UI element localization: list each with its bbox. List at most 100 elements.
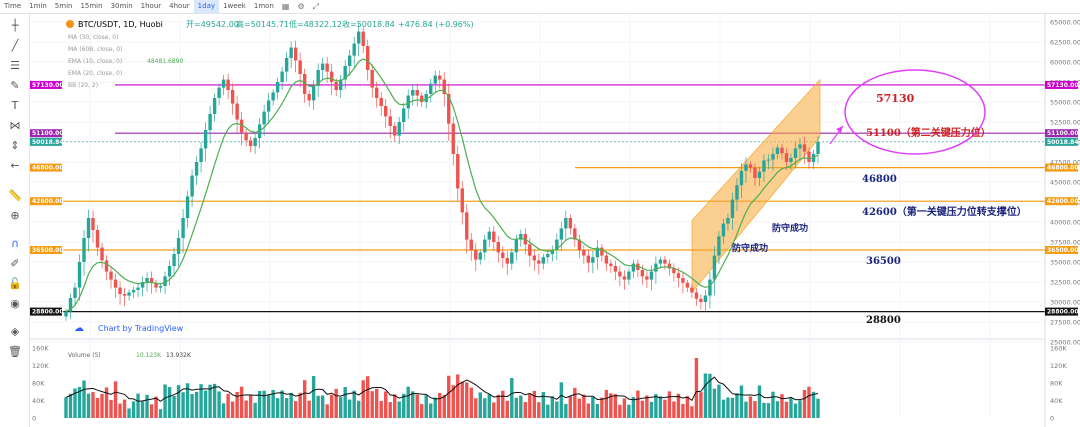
candle-body	[275, 82, 280, 93]
candle-body	[172, 254, 176, 266]
indicator-ma30[interactable]: MA (30, close, 0)	[68, 34, 118, 41]
text-icon[interactable]: T	[11, 99, 19, 112]
brush-icon[interactable]: ✎	[10, 79, 20, 92]
volume-bar	[492, 402, 496, 418]
candle-body	[771, 154, 775, 160]
lock-pen-icon[interactable]: ✐	[10, 257, 20, 270]
volume-bar	[199, 384, 203, 418]
candle-body	[609, 263, 613, 266]
volume-bar	[433, 397, 437, 418]
tf-1mon[interactable]: 1mon	[253, 2, 274, 10]
magnet-icon[interactable]: ∩	[10, 237, 20, 250]
layers-icon[interactable]: ◈	[10, 325, 20, 338]
volume-bar	[798, 400, 802, 418]
time-label[interactable]: Time	[4, 2, 22, 10]
price-tag-right-label: 46800.00	[1047, 165, 1079, 172]
candle-body	[190, 175, 194, 197]
price-tick-label: 47500.00	[1050, 159, 1080, 167]
candle-body	[654, 263, 658, 272]
volume-indicator-label[interactable]: Volume (5)	[68, 352, 101, 359]
settings-icon[interactable]: ⚙	[297, 2, 305, 11]
tf-4hour[interactable]: 4hour	[169, 2, 190, 10]
price-chart[interactable]: 65000.0062500.0060000.0057500.0055000.00…	[30, 14, 1080, 427]
pattern-icon[interactable]: ⋈	[9, 119, 21, 132]
candle-body	[649, 271, 654, 280]
candle-body	[64, 311, 68, 317]
price-tick-label: 60000.00	[1050, 59, 1080, 67]
volume-bar	[699, 392, 703, 418]
volume-bar	[690, 406, 694, 418]
ruler-icon[interactable]: 📏	[8, 189, 22, 202]
crosshair-icon[interactable]: ┼	[11, 19, 19, 32]
candle-body	[685, 282, 690, 288]
volume-bar	[789, 397, 793, 418]
back-icon[interactable]: ←	[10, 159, 20, 172]
lock-icon[interactable]: 🔓	[8, 277, 22, 290]
candle-body	[113, 279, 118, 288]
candle-body	[284, 58, 289, 72]
candle-body	[230, 90, 235, 104]
volume-bar	[757, 385, 762, 418]
volume-bar	[100, 393, 104, 418]
volume-bar	[109, 399, 113, 418]
volume-bar	[140, 401, 145, 418]
volume-bar	[780, 394, 784, 418]
volume-bar	[136, 393, 140, 418]
volume-bar	[338, 397, 343, 418]
candle-body	[717, 236, 721, 256]
price-axis: 65000.0062500.0060000.0057500.0055000.00…	[1050, 19, 1080, 347]
indicator-ema10[interactable]: EMA (10, close, 0)	[68, 58, 122, 65]
volume-bar	[289, 392, 293, 418]
candle-body	[199, 148, 203, 162]
candle-body	[645, 276, 649, 280]
volume-tick-label: 0	[1050, 415, 1054, 423]
volume-bar	[766, 403, 771, 418]
candle-body	[361, 31, 365, 46]
tf-5min[interactable]: 5min	[54, 2, 73, 10]
annotation-36500: 36500	[866, 256, 901, 267]
volume-bar	[406, 386, 410, 418]
volume-bar	[239, 386, 244, 418]
tf-1week[interactable]: 1week	[223, 2, 246, 10]
candle-body	[68, 298, 73, 312]
candle-body	[465, 212, 469, 240]
indicator-bb[interactable]: BB (20, 2)	[68, 82, 98, 89]
volume-bar	[217, 391, 221, 418]
volume-bar	[158, 409, 163, 418]
tf-1min[interactable]: 1min	[29, 2, 47, 10]
target-circle	[844, 69, 986, 155]
volume-bar	[622, 398, 627, 418]
candle-body	[640, 270, 645, 277]
volume-bar	[190, 394, 194, 418]
volume-bar	[91, 392, 95, 418]
candle-body	[460, 188, 464, 213]
indicator-ma60[interactable]: MA (60B, close, 0)	[68, 46, 123, 53]
tf-1day[interactable]: 1day	[193, 0, 220, 13]
tf-15min[interactable]: 15min	[80, 2, 103, 10]
measure-icon[interactable]: ⇕	[10, 139, 20, 152]
volume-bar	[730, 397, 735, 418]
volume-bar	[113, 381, 118, 418]
volume-bar	[753, 401, 757, 418]
zoom-in-icon[interactable]: ⊕	[10, 209, 20, 222]
fib-icon[interactable]: ☰	[10, 59, 20, 72]
indicator-ema20[interactable]: EMA (20, close, 0)	[68, 70, 122, 77]
fullscreen-icon[interactable]: ⤢	[312, 1, 320, 11]
candle-body	[271, 92, 275, 101]
candle-body	[442, 79, 446, 94]
watermark[interactable]: Chart by TradingView	[98, 324, 184, 333]
trash-icon[interactable]: 🗑	[8, 345, 22, 358]
candle-body	[757, 171, 762, 178]
volume-bar	[329, 394, 334, 418]
volume-bar	[118, 403, 122, 418]
candle-body	[793, 148, 798, 158]
tf-1hour[interactable]: 1hour	[140, 2, 162, 10]
eye-icon[interactable]: ◉	[10, 297, 20, 310]
tf-30min[interactable]: 30min	[110, 2, 133, 10]
symbol-label[interactable]: BTC/USDT, 1D, Huobi	[78, 20, 163, 29]
candle-body	[262, 111, 266, 125]
volume-bar	[645, 395, 649, 418]
chart-type-icon[interactable]: ▦	[281, 2, 290, 11]
trendline-icon[interactable]: ╱	[11, 39, 19, 52]
volume-bar	[235, 391, 239, 418]
